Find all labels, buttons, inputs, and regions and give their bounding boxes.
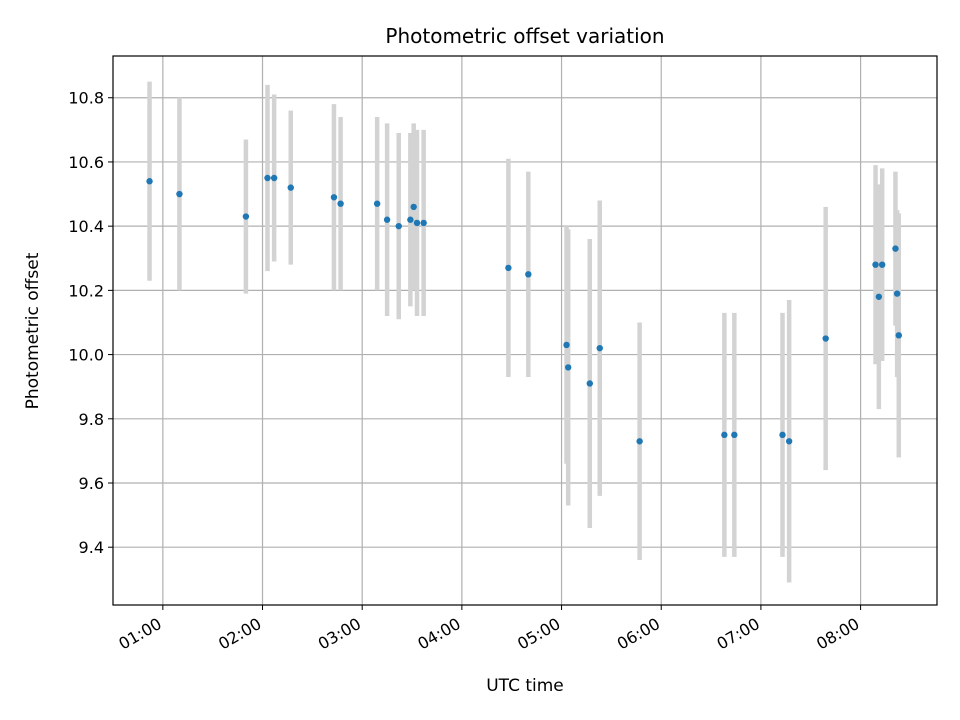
data-point <box>176 190 183 198</box>
data-point <box>822 335 829 342</box>
data-point <box>875 293 883 300</box>
chart-title: Photometric offset variation <box>385 24 664 48</box>
data-point <box>420 219 427 227</box>
data-point <box>895 332 902 339</box>
data-point <box>410 203 417 211</box>
data-point <box>564 364 572 371</box>
data-point <box>373 200 381 207</box>
data-point <box>146 178 153 185</box>
data-point <box>563 341 570 349</box>
y-axis-ticks: 9.4 9.6 9.8 10.0 10.2 10.4 10.6 10.8 <box>68 89 113 557</box>
plot-frame <box>112 55 938 606</box>
x-axis-title: UTC time <box>486 676 564 696</box>
data-point <box>505 264 512 272</box>
y-tick-label: 10.6 <box>68 153 104 172</box>
data-point <box>892 245 899 252</box>
data-points <box>146 174 902 445</box>
data-point <box>779 431 786 439</box>
data-point <box>586 380 593 387</box>
data-point <box>872 261 879 268</box>
data-point <box>270 174 278 182</box>
data-point <box>287 184 294 191</box>
data-point <box>893 290 901 297</box>
y-tick-label: 9.6 <box>79 474 104 493</box>
data-point <box>636 438 643 445</box>
data-point <box>407 216 414 223</box>
data-point <box>731 431 738 439</box>
data-point <box>525 271 532 278</box>
data-point <box>785 438 793 445</box>
grid-lines <box>113 56 937 605</box>
y-tick-label: 10.0 <box>68 346 104 365</box>
data-point <box>413 219 421 227</box>
y-tick-label: 9.8 <box>79 410 104 429</box>
y-tick-label: 10.4 <box>68 217 104 236</box>
y-tick-label: 9.4 <box>79 538 104 557</box>
y-tick-label: 10.2 <box>68 281 104 300</box>
y-tick-label: 10.8 <box>68 89 104 108</box>
data-point <box>264 174 271 182</box>
data-point <box>337 200 344 207</box>
data-point <box>242 213 250 220</box>
data-point <box>596 344 603 352</box>
data-point <box>395 222 402 230</box>
data-point <box>330 194 338 201</box>
data-point <box>721 431 728 439</box>
data-point <box>878 261 886 268</box>
data-point <box>383 216 391 223</box>
y-axis-title: Photometric offset <box>23 252 43 409</box>
